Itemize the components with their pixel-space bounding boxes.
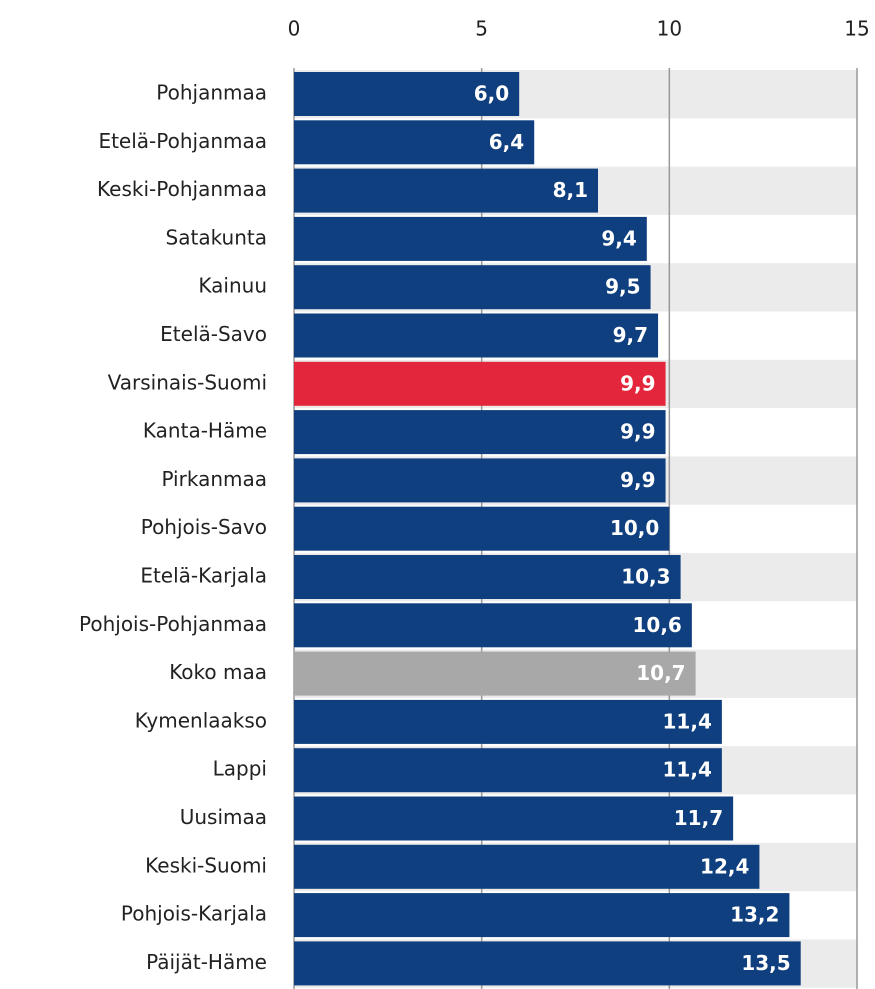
data-label: 8,1 xyxy=(553,178,588,202)
category-label: Pohjanmaa xyxy=(156,81,267,105)
bar xyxy=(294,603,692,648)
category-label: Pohjois-Karjala xyxy=(121,902,267,926)
category-label: Etelä-Pohjanmaa xyxy=(98,129,267,153)
bar xyxy=(294,313,659,358)
bar xyxy=(294,893,790,938)
data-label: 6,0 xyxy=(474,82,509,106)
x-tick-label: 10 xyxy=(657,17,682,41)
data-label: 12,4 xyxy=(700,854,749,878)
bar xyxy=(294,168,599,213)
data-label: 11,4 xyxy=(663,709,712,733)
category-label: Kanta-Häme xyxy=(143,419,267,443)
bar xyxy=(294,410,666,455)
category-label: Uusimaa xyxy=(180,805,267,829)
data-label: 9,9 xyxy=(620,371,655,395)
data-label: 10,3 xyxy=(621,565,670,589)
data-label: 9,4 xyxy=(601,226,636,250)
category-label: Satakunta xyxy=(166,225,267,249)
category-label: Pohjois-Pohjanmaa xyxy=(79,612,267,636)
data-label: 9,5 xyxy=(605,275,640,299)
data-label: 11,4 xyxy=(663,758,712,782)
bar xyxy=(294,796,734,841)
bar xyxy=(294,506,670,551)
category-label: Kainuu xyxy=(198,274,267,298)
bar xyxy=(294,120,535,165)
category-label: Etelä-Savo xyxy=(160,322,267,346)
data-label: 9,9 xyxy=(620,420,655,444)
data-label: 10,6 xyxy=(632,613,681,637)
data-label: 10,0 xyxy=(610,516,659,540)
category-label: Lappi xyxy=(213,757,267,781)
bar xyxy=(294,651,696,696)
x-tick-label: 15 xyxy=(844,17,869,41)
bar xyxy=(294,555,681,599)
category-label: Pirkanmaa xyxy=(161,467,267,491)
data-label: 9,9 xyxy=(620,468,655,492)
category-label: Keski-Suomi xyxy=(145,853,267,877)
bar xyxy=(294,361,666,406)
data-label: 6,4 xyxy=(489,130,524,154)
bar xyxy=(294,265,651,310)
data-label: 11,7 xyxy=(674,806,723,830)
data-label: 9,7 xyxy=(613,323,648,347)
bar xyxy=(294,458,666,503)
x-tick-label: 0 xyxy=(288,17,301,41)
bar xyxy=(294,844,760,889)
data-label: 13,5 xyxy=(741,951,790,975)
category-label: Koko maa xyxy=(169,660,267,684)
bar xyxy=(294,216,647,261)
data-label: 10,7 xyxy=(636,661,685,685)
bar xyxy=(294,699,722,744)
category-label: Varsinais-Suomi xyxy=(108,370,267,394)
category-label: Pohjois-Savo xyxy=(141,515,267,539)
category-label: Kymenlaakso xyxy=(135,708,267,732)
bar xyxy=(294,748,722,793)
category-label: Etelä-Karjala xyxy=(140,564,267,588)
bar xyxy=(294,72,520,116)
bar xyxy=(294,941,801,986)
data-label: 13,2 xyxy=(730,903,779,927)
category-label: Päijät-Häme xyxy=(146,950,267,974)
x-tick-label: 5 xyxy=(475,17,488,41)
category-label: Keski-Pohjanmaa xyxy=(97,177,267,201)
